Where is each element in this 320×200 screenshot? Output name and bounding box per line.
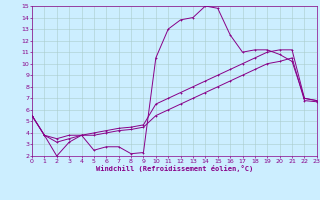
- X-axis label: Windchill (Refroidissement éolien,°C): Windchill (Refroidissement éolien,°C): [96, 165, 253, 172]
